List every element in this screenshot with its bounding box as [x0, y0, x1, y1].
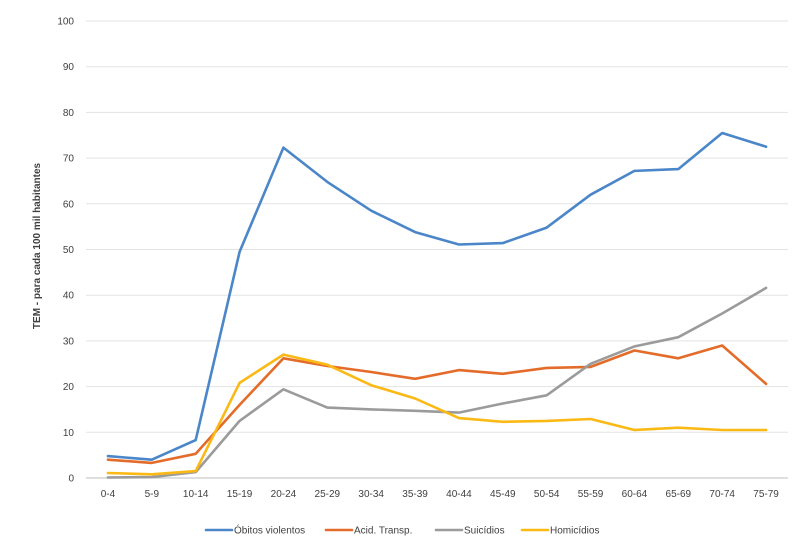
- x-tick-label: 75-79: [753, 489, 779, 500]
- x-tick-label: 5-9: [145, 489, 160, 500]
- y-tick-label: 100: [57, 17, 74, 28]
- series-group: [106, 131, 768, 479]
- x-tick-label: 20-24: [271, 489, 297, 500]
- legend-label: Óbitos violentos: [234, 524, 305, 537]
- y-tick-label: 0: [68, 474, 74, 485]
- y-tick-label: 50: [63, 245, 75, 256]
- x-tick-label: 15-19: [227, 489, 253, 500]
- x-tick-label: 70-74: [709, 489, 735, 500]
- legend-label: Homicídios: [550, 526, 599, 537]
- x-tick-label: 40-44: [446, 489, 472, 500]
- x-tick-label: 60-64: [622, 489, 648, 500]
- y-tick-label: 60: [63, 199, 75, 210]
- legend-item: Acid. Transp.: [324, 526, 412, 537]
- x-tick-label: 65-69: [666, 489, 692, 500]
- x-tick-label: 10-14: [183, 489, 209, 500]
- x-tick-label: 0-4: [101, 489, 116, 500]
- x-tick-label: 55-59: [578, 489, 604, 500]
- y-tick-label: 80: [63, 108, 75, 119]
- legend-item: Suicídios: [434, 526, 505, 537]
- legend-item: Homicídios: [520, 526, 599, 537]
- y-tick-label: 10: [63, 428, 75, 439]
- legend-label: Suicídios: [464, 526, 505, 537]
- x-tick-label: 45-49: [490, 489, 516, 500]
- x-axis: 0-4 5-9 10-14 15-19 20-24 25-29 30-34 35-39 40-4…: [101, 489, 780, 500]
- legend: Óbitos violentos Acid. Transp. Suicídios Ho…: [204, 524, 599, 537]
- y-tick-label: 90: [63, 62, 75, 73]
- y-axis-title: TEM - para cada 100 mil habitantes: [32, 162, 43, 329]
- x-tick-label: 50-54: [534, 489, 560, 500]
- y-tick-label: 30: [63, 336, 75, 347]
- series-line-1: [106, 344, 768, 465]
- series-line-0: [106, 131, 768, 462]
- legend-item: Óbitos violentos: [204, 524, 305, 537]
- x-tick-label: 35-39: [402, 489, 428, 500]
- x-tick-label: 25-29: [315, 489, 341, 500]
- series-line-2: [106, 286, 768, 479]
- legend-label: Acid. Transp.: [354, 526, 412, 537]
- series-line-3: [106, 353, 768, 476]
- y-tick-label: 70: [63, 154, 75, 165]
- y-tick-label: 20: [63, 382, 75, 393]
- gridlines: [86, 20, 788, 479]
- x-tick-label: 30-34: [358, 489, 384, 500]
- y-axis: 0 10 20 30 40 50 60 70 80 90 100: [57, 17, 74, 485]
- y-tick-label: 40: [63, 291, 75, 302]
